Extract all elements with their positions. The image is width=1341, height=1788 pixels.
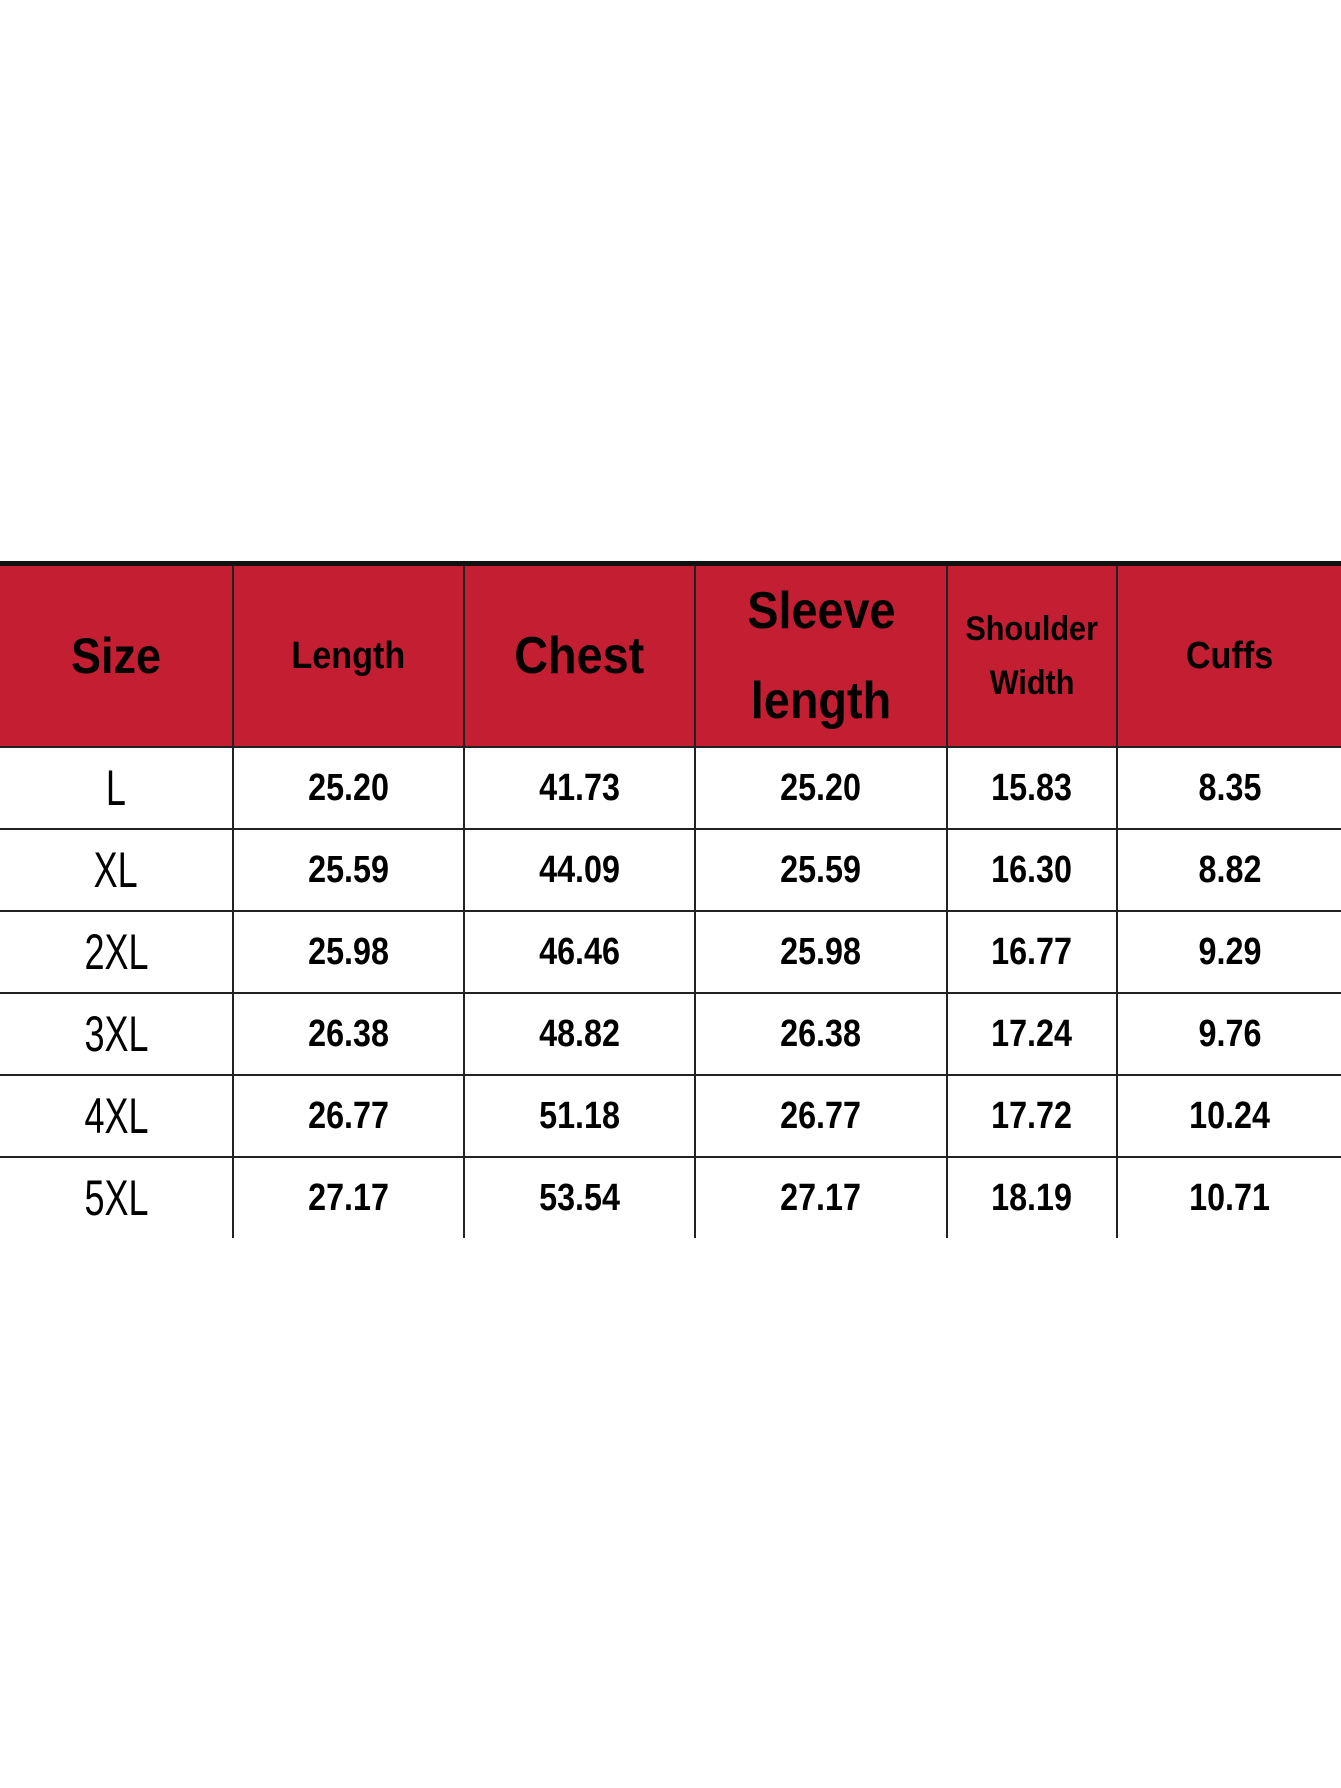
value-cell: 17.72 (946, 1074, 1118, 1158)
cell-text: 8.35 (1198, 766, 1261, 809)
size-cell: 5XL (0, 1156, 234, 1238)
size-chart-table: Size Length Chest Sleeve length Shoulder W… (0, 561, 1341, 1238)
value-cell: 25.20 (232, 746, 465, 830)
value-cell: 25.98 (694, 910, 948, 994)
header-length: Length (232, 562, 465, 748)
value-cell: 16.77 (946, 910, 1118, 994)
size-cell: XL (0, 828, 234, 912)
value-cell: 44.09 (463, 828, 696, 912)
cell-text: 5XL (83, 1170, 149, 1226)
cell-text: 25.98 (308, 930, 389, 973)
header-chest: Chest (463, 562, 696, 748)
cell-text: 17.72 (991, 1094, 1073, 1137)
value-cell: 27.17 (232, 1156, 465, 1238)
value-cell: 10.71 (1116, 1156, 1341, 1238)
cell-text: 17.24 (991, 1012, 1073, 1055)
value-cell: 9.29 (1116, 910, 1341, 994)
cell-text: 46.46 (539, 930, 620, 973)
cell-text: L (105, 760, 127, 816)
header-cuffs: Cuffs (1116, 562, 1341, 748)
size-cell: 4XL (0, 1074, 234, 1158)
cell-text: 10.24 (1189, 1094, 1270, 1137)
value-cell: 25.59 (232, 828, 465, 912)
cell-text: 18.19 (991, 1176, 1073, 1219)
header-text: Chest (514, 627, 645, 685)
size-cell: 3XL (0, 992, 234, 1076)
value-cell: 48.82 (463, 992, 696, 1076)
header-text: Cuffs (1185, 634, 1274, 677)
cell-text: 51.18 (539, 1094, 620, 1137)
table-row: 3XL 26.38 48.82 26.38 17.24 9.76 (0, 992, 1341, 1076)
value-cell: 18.19 (946, 1156, 1118, 1238)
cell-text: 15.83 (991, 766, 1073, 809)
cell-text: 25.20 (780, 766, 862, 809)
cell-text: 25.59 (780, 848, 862, 891)
value-cell: 53.54 (463, 1156, 696, 1238)
cell-text: 8.82 (1198, 848, 1261, 891)
cell-text: 27.17 (780, 1176, 862, 1219)
cell-text: 10.71 (1189, 1176, 1270, 1219)
header-text: Shoulder (965, 610, 1099, 648)
value-cell: 51.18 (463, 1074, 696, 1158)
size-cell: 2XL (0, 910, 234, 994)
value-cell: 26.77 (694, 1074, 948, 1158)
value-cell: 8.35 (1116, 746, 1341, 830)
cell-text: 25.98 (780, 930, 862, 973)
value-cell: 26.77 (232, 1074, 465, 1158)
value-cell: 46.46 (463, 910, 696, 994)
value-cell: 9.76 (1116, 992, 1341, 1076)
header-shoulder-width: Shoulder Width (946, 562, 1118, 748)
header-text: Size (70, 628, 162, 684)
cell-text: XL (93, 842, 139, 898)
table-row: 2XL 25.98 46.46 25.98 16.77 9.29 (0, 910, 1341, 994)
cell-text: 41.73 (539, 766, 620, 809)
value-cell: 8.82 (1116, 828, 1341, 912)
cell-text: 27.17 (308, 1176, 389, 1219)
cell-text: 16.30 (991, 848, 1073, 891)
cell-text: 9.29 (1198, 930, 1261, 973)
header-size: Size (0, 562, 234, 748)
value-cell: 26.38 (232, 992, 465, 1076)
table-row: XL 25.59 44.09 25.59 16.30 8.82 (0, 828, 1341, 912)
value-cell: 26.38 (694, 992, 948, 1076)
value-cell: 17.24 (946, 992, 1118, 1076)
value-cell: 27.17 (694, 1156, 948, 1238)
header-text: length (750, 672, 892, 730)
cell-text: 48.82 (539, 1012, 620, 1055)
cell-text: 16.77 (991, 930, 1073, 973)
cell-text: 3XL (83, 1006, 149, 1062)
header-sleeve-length: Sleeve length (694, 562, 948, 748)
header-text: Sleeve (746, 582, 896, 640)
cell-text: 25.59 (308, 848, 389, 891)
cell-text: 44.09 (539, 848, 620, 891)
value-cell: 25.20 (694, 746, 948, 830)
cell-text: 26.77 (780, 1094, 862, 1137)
cell-text: 9.76 (1198, 1012, 1261, 1055)
size-cell: L (0, 746, 234, 830)
cell-text: 26.38 (780, 1012, 862, 1055)
value-cell: 16.30 (946, 828, 1118, 912)
table-row: L 25.20 41.73 25.20 15.83 8.35 (0, 746, 1341, 830)
value-cell: 10.24 (1116, 1074, 1341, 1158)
header-text: Width (989, 664, 1075, 702)
cell-text: 4XL (83, 1088, 149, 1144)
cell-text: 26.77 (308, 1094, 389, 1137)
cell-text: 2XL (83, 924, 149, 980)
value-cell: 15.83 (946, 746, 1118, 830)
value-cell: 41.73 (463, 746, 696, 830)
table-row: 5XL 27.17 53.54 27.17 18.19 10.71 (0, 1156, 1341, 1238)
cell-text: 25.20 (308, 766, 389, 809)
table-row: 4XL 26.77 51.18 26.77 17.72 10.24 (0, 1074, 1341, 1158)
header-text: Length (291, 634, 406, 677)
value-cell: 25.59 (694, 828, 948, 912)
header-row: Size Length Chest Sleeve length Shoulder W… (0, 562, 1341, 748)
value-cell: 25.98 (232, 910, 465, 994)
cell-text: 53.54 (539, 1176, 620, 1219)
cell-text: 26.38 (308, 1012, 389, 1055)
